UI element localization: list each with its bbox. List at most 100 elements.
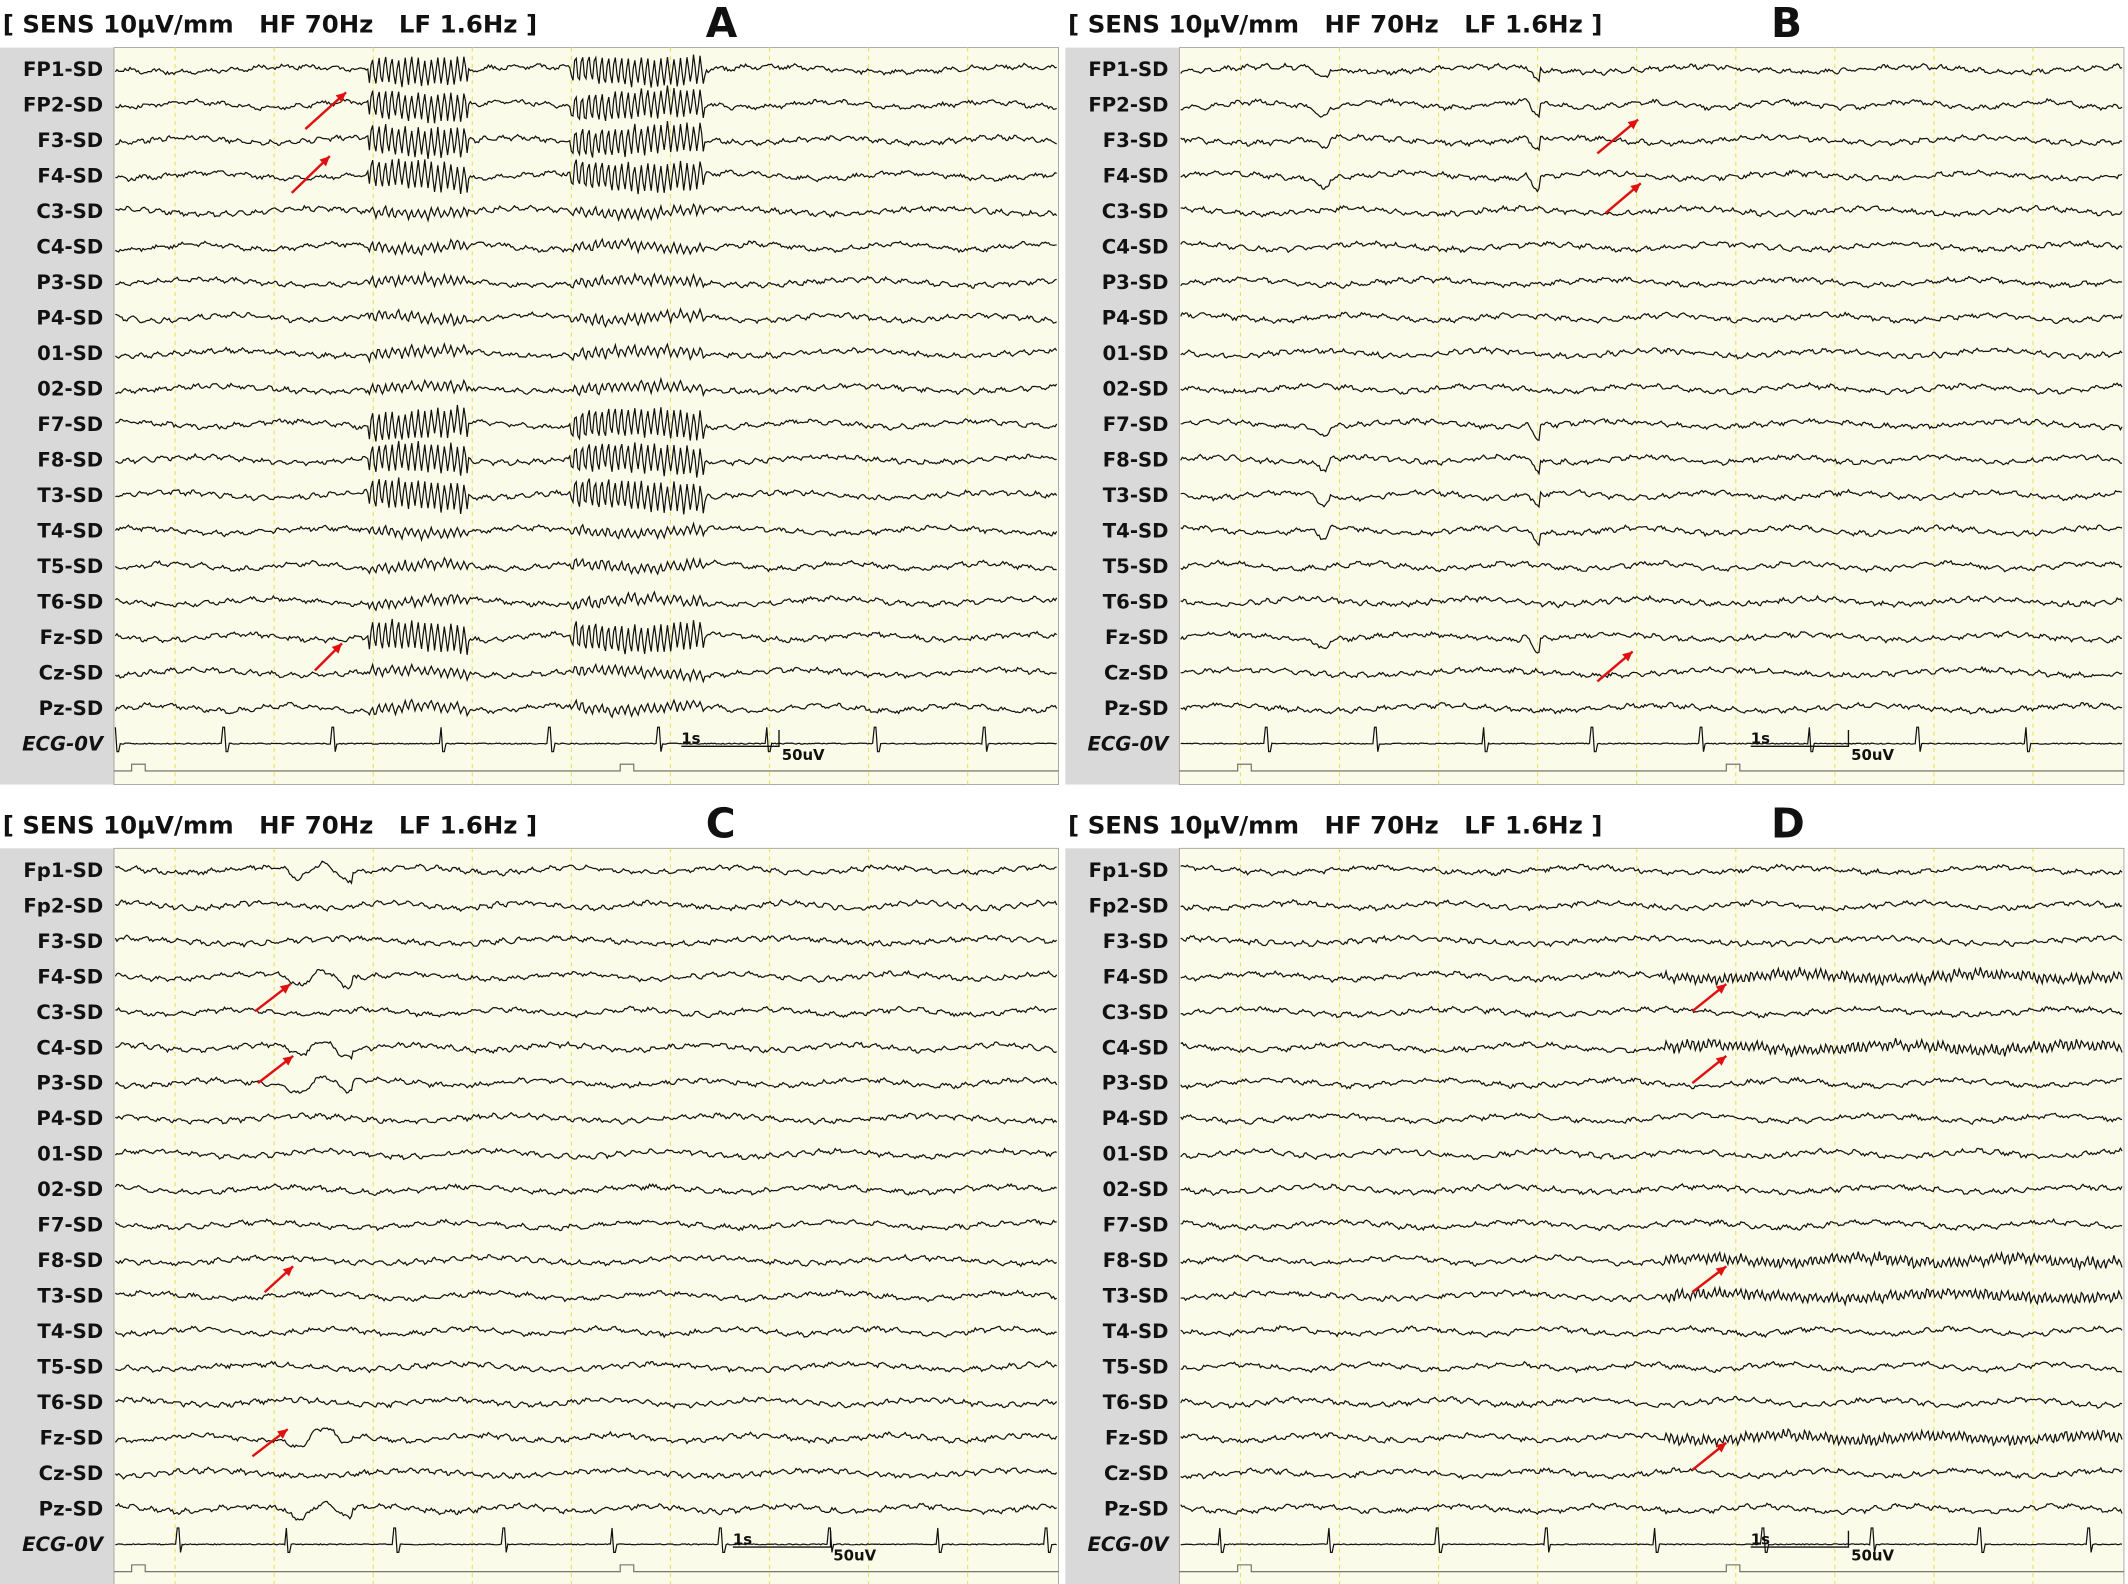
channel-label: Fz-SD: [40, 1427, 104, 1450]
eeg-trace: [1180, 1502, 2123, 1516]
channel-label: 01-SD: [1103, 1143, 1169, 1166]
channel-label: Pz-SD: [1104, 697, 1168, 720]
channel-label: 01-SD: [1103, 342, 1169, 365]
eeg-trace: [114, 860, 1057, 885]
eeg-trace: [114, 1466, 1058, 1480]
eeg-trace: [1180, 1527, 2123, 1554]
eeg-trace: [114, 1147, 1057, 1161]
eeg-trace: [1180, 524, 2123, 547]
channel-label: Fz-SD: [1105, 626, 1169, 649]
channel-label: F8-SD: [37, 448, 103, 471]
eeg-trace: [1180, 726, 2123, 753]
eeg-trace: [1180, 62, 2123, 83]
eeg-panel: [ SENS 10µV/mm HF 70Hz LF 1.6Hz ] C Fp1-SD…: [0, 799, 1059, 1584]
channel-label: Pz-SD: [39, 697, 103, 720]
eeg-trace: [1180, 133, 2123, 152]
channel-label: 02-SD: [1103, 1178, 1169, 1201]
channel-label: T6-SD: [37, 590, 103, 613]
eeg-trace: [1180, 311, 2123, 325]
channel-label: T4-SD: [1103, 519, 1169, 542]
panel-letter: C: [706, 799, 736, 847]
eeg-trace: [1180, 204, 2123, 218]
channel-label: T6-SD: [37, 1391, 103, 1414]
channel-label: P3-SD: [1102, 1072, 1169, 1095]
eeg-trace: [1180, 1182, 2123, 1197]
eeg-trace: [1180, 488, 2123, 509]
panel-letter: D: [1771, 799, 1805, 847]
eeg-trace: [115, 1527, 1057, 1554]
eeg-trace: [1180, 169, 2123, 193]
eeg-trace: [115, 158, 1057, 195]
trace-area: [1178, 47, 2125, 785]
channel-label: P4-SD: [36, 1107, 103, 1130]
scale-bar: [732, 1530, 832, 1548]
calibration-line: [114, 763, 1059, 772]
channel-label: FP2-SD: [1088, 94, 1168, 117]
eeg-trace: [115, 1111, 1058, 1125]
eeg-trace: [1180, 966, 2123, 987]
red-arrowhead: [1627, 119, 1639, 130]
channel-label: F4-SD: [37, 165, 103, 188]
channel-label: F8-SD: [37, 1249, 103, 1272]
eeg-trace: [114, 1325, 1057, 1339]
red-arrowhead: [335, 92, 347, 103]
eeg-panel: [ SENS 10µV/mm HF 70Hz LF 1.6Hz ] B FP1-SD…: [1065, 0, 2125, 785]
channel-label: F4-SD: [37, 965, 103, 988]
channel-label: FP2-SD: [23, 94, 103, 117]
calibration-line: [114, 1564, 1059, 1573]
eeg-panel: [ SENS 10µV/mm HF 70Hz LF 1.6Hz ] A FP1-SD…: [0, 0, 1059, 785]
eeg-trace: [114, 968, 1058, 990]
amp-scale: 50uV: [1851, 746, 1894, 764]
eeg-trace: [114, 1183, 1058, 1197]
channel-label: F3-SD: [37, 129, 103, 152]
eeg-trace: [1180, 1005, 2123, 1019]
channel-label: ECG-0V: [22, 732, 105, 755]
eeg-trace: [1180, 665, 2123, 679]
channel-label: 02-SD: [37, 378, 103, 401]
eeg-trace: [1180, 381, 2123, 396]
channel-label: Cz-SD: [39, 661, 104, 684]
channel-label: C3-SD: [36, 1001, 103, 1024]
label-column: [1065, 848, 1180, 1584]
scale-bar: [1750, 1530, 1850, 1548]
eeg-trace: [114, 726, 1057, 753]
eeg-trace: [1180, 1217, 2123, 1232]
channel-label: 01-SD: [37, 342, 103, 365]
montage-settings: [ SENS 10µV/mm HF 70Hz LF 1.6Hz ]: [3, 10, 537, 39]
channel-label: C3-SD: [1102, 200, 1169, 223]
label-column: [0, 47, 114, 785]
channel-label: P3-SD: [1102, 271, 1169, 294]
channel-label: T3-SD: [37, 1285, 103, 1308]
eeg-panel: [ SENS 10µV/mm HF 70Hz LF 1.6Hz ] D Fp1-SD…: [1065, 799, 2125, 1584]
eeg-trace: [115, 1288, 1058, 1303]
eeg-trace: [115, 306, 1057, 329]
eeg-trace: [115, 270, 1057, 289]
eeg-trace: [1180, 701, 2123, 715]
channel-label: T5-SD: [1103, 555, 1169, 578]
eeg-trace: [115, 85, 1057, 124]
channel-label: Cz-SD: [39, 1462, 104, 1485]
amp-scale: 50uV: [833, 1547, 876, 1565]
red-arrowhead: [279, 984, 291, 994]
time-scale: 1s: [733, 1530, 752, 1548]
channel-label: F8-SD: [1103, 1249, 1169, 1272]
time-scale: 1s: [1751, 730, 1770, 748]
channel-label: ECG-0V: [1087, 732, 1170, 755]
scale-bar: [681, 730, 780, 748]
channel-label: C4-SD: [36, 1036, 103, 1059]
eeg-trace: [1180, 1076, 2123, 1090]
eeg-trace: [1180, 1146, 2123, 1161]
channel-label: Pz-SD: [1104, 1498, 1168, 1521]
channel-label: 02-SD: [1103, 378, 1169, 401]
channel-label: C3-SD: [36, 200, 103, 223]
red-arrowhead: [1715, 984, 1727, 994]
channel-label: FP1-SD: [23, 58, 103, 81]
channel-label: C4-SD: [1102, 236, 1169, 259]
channel-label: Fp1-SD: [1089, 859, 1169, 882]
eeg-trace: [114, 898, 1058, 912]
channel-label: C4-SD: [36, 236, 103, 259]
eeg-trace: [1180, 630, 2123, 654]
channel-label: T4-SD: [37, 519, 103, 542]
trace-area: [1178, 847, 2125, 1584]
amp-scale: 50uV: [1851, 1547, 1894, 1565]
